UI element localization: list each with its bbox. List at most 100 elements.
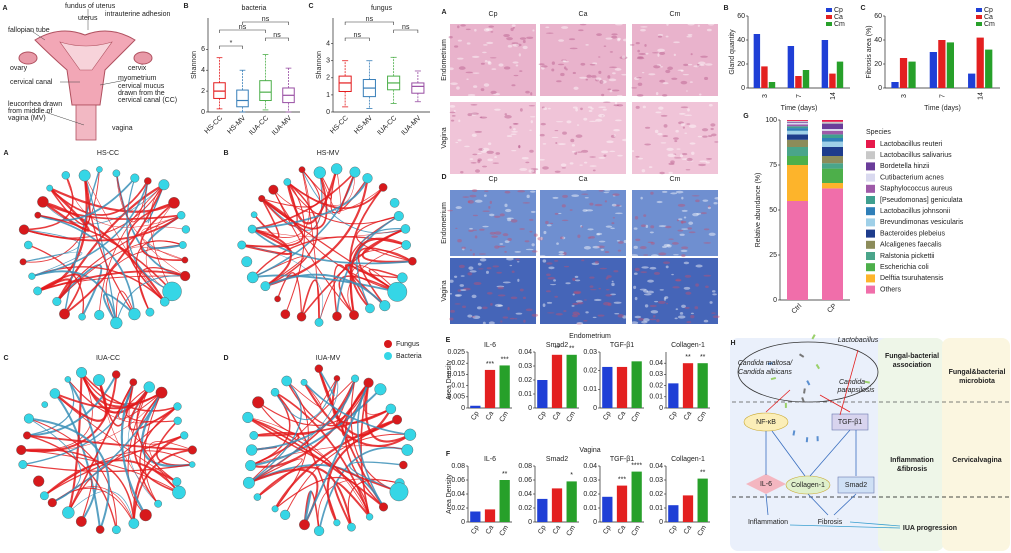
tissue-texture [668,238,674,240]
tissue-texture [679,154,684,158]
fungus-node [363,377,374,388]
tissue-texture [472,153,478,156]
tissue-texture [571,144,575,147]
tissue-texture [550,284,557,286]
bar [976,37,984,88]
diagram-arrow [839,349,859,416]
network-edge [44,450,193,497]
tissue-texture [684,114,693,117]
bar [899,58,908,88]
tissue-texture [497,294,506,297]
tissue-texture [621,138,630,142]
network-edge [67,381,135,513]
tissue-texture [630,254,639,257]
bar [668,505,679,522]
tissue-texture [659,79,666,83]
tissue-texture [497,304,504,307]
tissue-texture [531,313,539,317]
tissue-texture [679,311,684,315]
tissue-texture [643,254,649,256]
tissue-texture [576,124,580,126]
y-tick-label: 0.01 [649,394,663,401]
tissue-texture [469,158,474,160]
network-edge [247,416,385,508]
tissue-texture [471,133,477,137]
tissue-texture [649,231,654,234]
fungus-node [33,475,45,487]
x-tick-label: Cp [537,410,548,421]
fungus-node [280,309,291,319]
tissue-texture [554,295,558,298]
tissue-texture [701,128,709,132]
network-edge [67,478,93,522]
tissue-texture [540,236,543,241]
tissue-texture [605,37,613,40]
network-edge [149,441,193,493]
tissue-texture [471,112,479,115]
fungus-node [18,224,30,235]
tissue-texture [562,251,567,256]
tissue-texture [681,246,689,250]
x-tick-label: Cm [696,410,708,423]
tissue-texture [648,166,653,169]
tissue-texture [557,63,565,66]
micrograph [450,190,536,256]
fungus-node [314,364,323,373]
panel-letter: H [730,340,735,347]
bar-segment [787,201,808,300]
tissue-texture [516,261,520,263]
tissue-texture [687,227,693,230]
bar-segment [822,141,843,147]
tissue-texture [518,53,521,57]
anatomy-label: fundus of uterus [65,3,116,10]
tissue-texture [643,214,647,218]
network-edge [320,378,338,406]
y-tick-label: 2 [326,75,330,82]
anatomy-label: drawn from the [118,90,165,97]
tissue-texture [706,158,713,160]
bacteria-node [159,297,170,307]
bacteria-node [110,316,123,330]
tissue-texture [662,190,668,193]
tissue-texture [551,136,559,139]
tissue-texture [637,56,644,59]
bar [946,42,954,88]
network-edge [140,202,185,261]
row-label: Vagina [441,127,448,148]
leader-line [44,111,85,126]
tissue-texture [450,309,455,313]
tissue-texture [480,88,485,92]
fungus-node [47,498,57,508]
tissue-texture [637,157,644,160]
tissue-texture [500,320,503,323]
network-edge [256,466,353,528]
column-label: Cm [670,11,681,18]
bacteria-node [253,493,262,501]
x-tick-label: Ca [683,524,694,535]
network-edge [21,448,135,524]
bar-segment [787,121,808,123]
tissue-texture [671,242,679,245]
network-edge [339,171,356,212]
network-title: IUA-MV [316,355,341,362]
tissue-texture [497,286,505,290]
tissue-texture [681,158,690,160]
tissue-texture [511,149,517,152]
tissue-texture [558,143,566,145]
tissue-texture [650,241,655,245]
tissue-texture [504,203,508,208]
tissue-texture [477,262,482,266]
tissue-texture [712,315,720,319]
tissue-texture [649,266,657,270]
tissue-texture [537,237,544,241]
tissue-texture [505,208,512,213]
side-label: Inflammation [890,457,934,464]
tissue-texture [467,200,471,204]
tissue-texture [478,253,486,255]
tissue-texture [696,212,701,215]
region-bg [730,338,920,551]
tissue-texture [654,129,659,134]
tissue-texture [635,105,640,109]
bar-segment [822,130,843,135]
tissue-texture [603,154,607,157]
